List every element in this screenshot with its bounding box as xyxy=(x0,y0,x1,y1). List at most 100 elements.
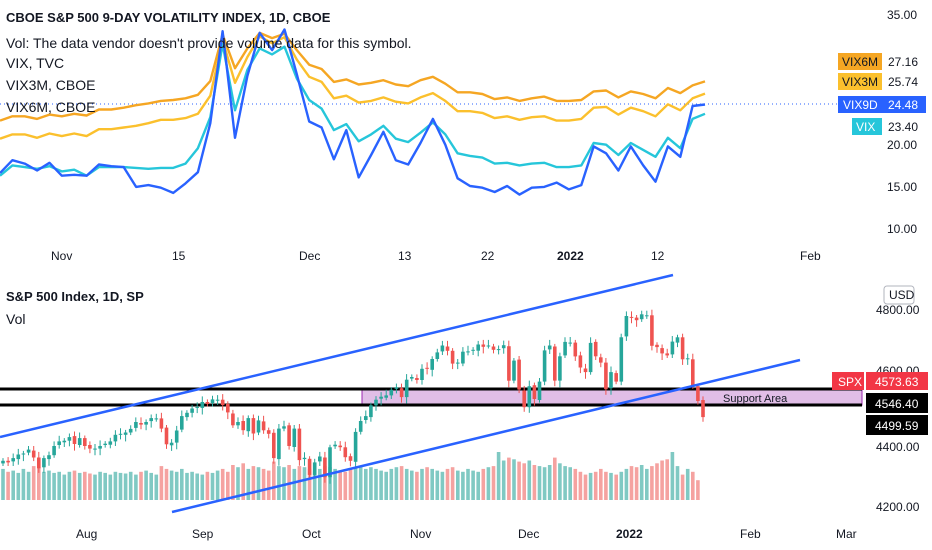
candle-body[interactable] xyxy=(547,345,552,350)
candle-body[interactable] xyxy=(272,432,276,459)
currency-badge[interactable]: USD xyxy=(883,285,915,305)
candle-body[interactable] xyxy=(501,345,506,349)
candle-body[interactable] xyxy=(323,457,327,478)
candle-body[interactable] xyxy=(220,399,225,405)
series-line-vix3m[interactable] xyxy=(0,35,706,140)
candle-body[interactable] xyxy=(42,458,46,468)
candle-body[interactable] xyxy=(358,421,363,432)
candle-body[interactable] xyxy=(614,373,618,382)
candle-body[interactable] xyxy=(604,362,608,390)
candle-body[interactable] xyxy=(430,359,434,370)
candle-body[interactable] xyxy=(185,412,189,418)
candle-body[interactable] xyxy=(134,422,138,428)
candle-body[interactable] xyxy=(364,416,368,420)
candle-body[interactable] xyxy=(37,457,41,469)
candle-body[interactable] xyxy=(261,421,266,431)
candle-body[interactable] xyxy=(256,420,261,433)
candle-body[interactable] xyxy=(665,353,669,356)
candle-body[interactable] xyxy=(67,437,72,441)
candle-body[interactable] xyxy=(624,316,629,337)
candle-body[interactable] xyxy=(573,342,578,357)
candle-body[interactable] xyxy=(21,453,26,455)
candle-body[interactable] xyxy=(481,344,486,347)
candle-body[interactable] xyxy=(154,418,159,420)
candle-body[interactable] xyxy=(83,438,87,446)
candle-body[interactable] xyxy=(471,349,475,351)
candle-body[interactable] xyxy=(420,368,424,380)
candle-body[interactable] xyxy=(701,400,705,418)
candle-body[interactable] xyxy=(415,378,419,380)
candle-body[interactable] xyxy=(593,341,598,357)
candle-body[interactable] xyxy=(292,428,297,447)
candle-body[interactable] xyxy=(210,399,215,403)
candle-body[interactable] xyxy=(52,446,56,456)
candle-body[interactable] xyxy=(629,316,634,318)
candle-body[interactable] xyxy=(31,450,36,458)
candle-body[interactable] xyxy=(384,395,388,398)
candle-body[interactable] xyxy=(16,454,21,460)
candle-body[interactable] xyxy=(404,379,409,398)
candle-body[interactable] xyxy=(297,428,302,461)
candle-body[interactable] xyxy=(507,346,511,381)
candle-body[interactable] xyxy=(486,345,491,347)
candle-body[interactable] xyxy=(445,346,450,351)
candle-body[interactable] xyxy=(435,352,440,359)
candle-body[interactable] xyxy=(205,402,210,404)
candle-body[interactable] xyxy=(174,430,179,443)
candle-body[interactable] xyxy=(190,408,194,413)
candle-body[interactable] xyxy=(312,462,317,475)
candle-body[interactable] xyxy=(553,346,557,381)
candle-body[interactable] xyxy=(537,381,542,400)
candle-body[interactable] xyxy=(691,359,695,387)
candle-body[interactable] xyxy=(353,431,358,462)
candle-body[interactable] xyxy=(333,444,337,447)
candle-body[interactable] xyxy=(425,367,429,369)
candle-body[interactable] xyxy=(118,433,123,435)
candle-body[interactable] xyxy=(287,425,291,446)
candle-body[interactable] xyxy=(491,346,496,350)
candle-body[interactable] xyxy=(195,406,199,408)
candle-body[interactable] xyxy=(522,390,526,408)
candle-body[interactable] xyxy=(655,344,659,348)
series-line-vix9d[interactable] xyxy=(0,28,706,196)
series-line-vix6m[interactable] xyxy=(0,31,706,122)
candle-body[interactable] xyxy=(236,422,240,426)
candle-body[interactable] xyxy=(374,399,378,406)
candle-body[interactable] xyxy=(77,438,82,445)
candle-body[interactable] xyxy=(532,385,537,399)
candle-body[interactable] xyxy=(379,396,383,399)
candle-body[interactable] xyxy=(696,386,700,401)
candle-body[interactable] xyxy=(680,337,685,360)
candle-body[interactable] xyxy=(685,358,690,360)
candle-body[interactable] xyxy=(128,428,133,433)
candle-body[interactable] xyxy=(231,413,235,426)
candle-body[interactable] xyxy=(466,351,470,353)
candle-body[interactable] xyxy=(563,341,567,356)
candle-body[interactable] xyxy=(558,356,562,381)
candle-body[interactable] xyxy=(461,351,465,364)
channel-upper-trendline[interactable] xyxy=(0,273,674,439)
candle-body[interactable] xyxy=(599,357,603,363)
candle-body[interactable] xyxy=(328,447,332,478)
candle-body[interactable] xyxy=(318,456,322,462)
spx-time-axis[interactable]: Aug Sep Oct Nov Dec 2022 Feb Mar xyxy=(76,527,857,541)
candle-body[interactable] xyxy=(450,350,455,364)
candle-body[interactable] xyxy=(226,403,230,413)
candle-body[interactable] xyxy=(456,362,460,364)
candle-body[interactable] xyxy=(47,455,51,460)
candle-body[interactable] xyxy=(164,427,169,445)
candle-body[interactable] xyxy=(251,418,256,434)
candle-body[interactable] xyxy=(645,315,649,317)
candle-body[interactable] xyxy=(11,458,15,462)
candle-body[interactable] xyxy=(180,416,184,430)
candle-body[interactable] xyxy=(675,337,680,343)
candle-body[interactable] xyxy=(57,441,61,445)
candle-body[interactable] xyxy=(527,386,532,408)
candle-body[interactable] xyxy=(619,337,624,382)
candle-body[interactable] xyxy=(302,457,307,460)
candle-body[interactable] xyxy=(103,443,107,445)
candle-body[interactable] xyxy=(369,405,373,418)
channel-lower-trendline[interactable] xyxy=(171,358,801,514)
candle-body[interactable] xyxy=(578,355,583,368)
candle-body[interactable] xyxy=(200,402,205,408)
